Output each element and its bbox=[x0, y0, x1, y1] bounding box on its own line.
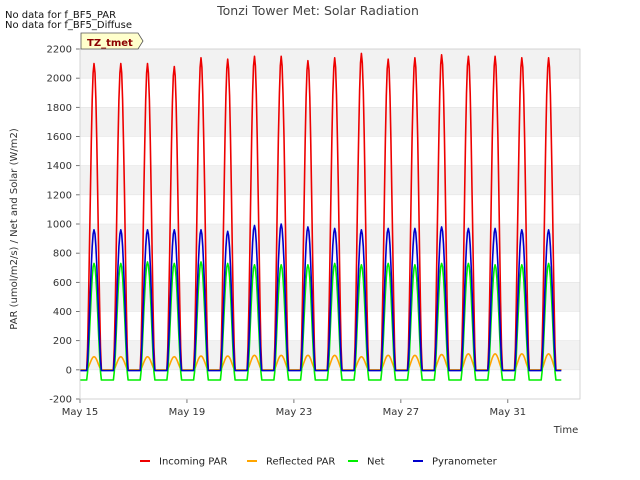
tag-label: TZ_tmet bbox=[87, 38, 133, 49]
legend-label: Incoming PAR bbox=[159, 457, 228, 468]
y-axis-title: PAR (umol/m2/s) / Net and Solar (W/m2) bbox=[9, 128, 20, 330]
y-tick-label: 1200 bbox=[47, 190, 72, 201]
y-tick-label: 1800 bbox=[47, 103, 72, 114]
y-tick-label: 0 bbox=[66, 365, 72, 376]
y-tick-label: 600 bbox=[53, 278, 72, 289]
grid-band bbox=[80, 107, 580, 137]
series-lines bbox=[79, 48, 581, 400]
x-tick-label: May 15 bbox=[62, 407, 99, 418]
grid-band bbox=[80, 136, 580, 166]
no-data-note-1: No data for f_BF5_PAR bbox=[5, 10, 116, 21]
legend: Incoming PAR Reflected PAR Net Pyranometer bbox=[140, 457, 498, 468]
y-tick-label: 2000 bbox=[47, 74, 72, 85]
x-tick-label: May 23 bbox=[276, 407, 313, 418]
x-tick-label: May 19 bbox=[169, 407, 206, 418]
y-tick-label: 2200 bbox=[47, 45, 72, 56]
y-tick-label: 1400 bbox=[47, 161, 72, 172]
grid-band bbox=[80, 165, 580, 195]
series-line-pyranometer bbox=[80, 223, 562, 372]
chart-title: Tonzi Tower Met: Solar Radiation bbox=[216, 3, 419, 18]
grid-band bbox=[80, 369, 580, 399]
x-axis-ticks: May 15 May 19 May 23 May 27 May 31 bbox=[62, 399, 526, 418]
y-tick-label: 400 bbox=[53, 307, 72, 318]
tag-box: TZ_tmet bbox=[80, 32, 144, 50]
y-axis-ticks: -200 0 200 400 600 800 1000 1200 1400 1600 1800 200… bbox=[47, 45, 80, 406]
legend-label: Reflected PAR bbox=[266, 457, 335, 468]
y-tick-label: 1600 bbox=[47, 132, 72, 143]
series-line-reflected-par bbox=[80, 353, 562, 371]
x-tick-label: May 31 bbox=[490, 407, 527, 418]
x-axis-title: Time bbox=[553, 425, 578, 436]
x-tick-label: May 27 bbox=[383, 407, 420, 418]
legend-label: Net bbox=[367, 457, 385, 468]
series-line-net bbox=[80, 261, 562, 381]
no-data-note-2: No data for f_BF5_Diffuse bbox=[5, 20, 132, 31]
y-tick-label: 1000 bbox=[47, 220, 72, 231]
grid-band bbox=[80, 49, 580, 79]
y-tick-label: -200 bbox=[49, 395, 72, 406]
y-tick-label: 200 bbox=[53, 336, 72, 347]
plot-frame bbox=[79, 48, 581, 400]
grid-band bbox=[80, 78, 580, 108]
y-tick-label: 800 bbox=[53, 249, 72, 260]
legend-label: Pyranometer bbox=[432, 457, 498, 468]
